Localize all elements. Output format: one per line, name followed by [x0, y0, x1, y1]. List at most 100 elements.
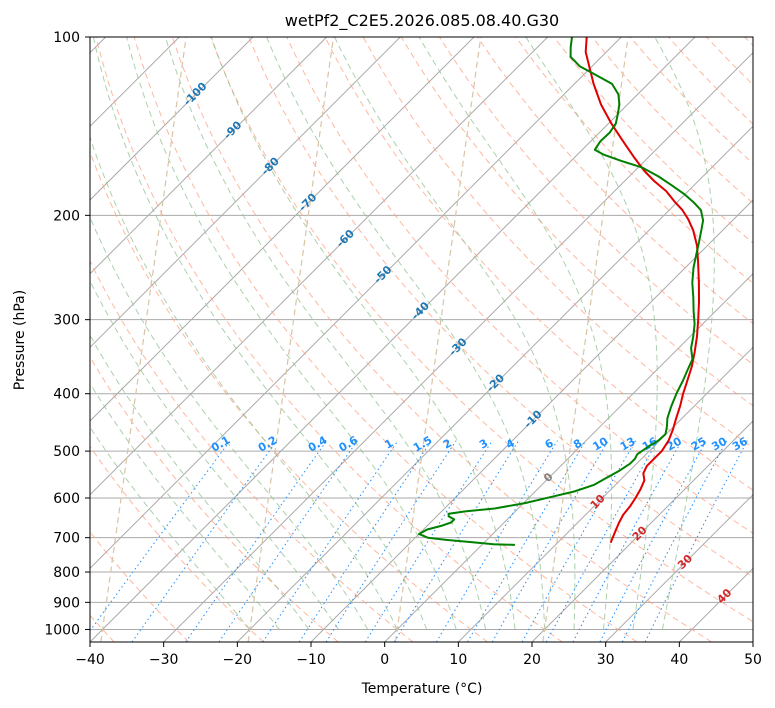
- moist-adiabat-line: [92, 37, 428, 630]
- dry-adiabat-line: [210, 37, 753, 623]
- mixing-ratio-label: 6: [543, 436, 556, 451]
- mixing-ratio-line: [491, 440, 609, 642]
- isotherm-line: [457, 346, 753, 642]
- dry-adiabat-line: [171, 37, 712, 642]
- moist-adiabat-line: [164, 37, 487, 630]
- moist-adiabat-line: [210, 37, 516, 630]
- mixing-ratio-line: [185, 440, 328, 642]
- x-tick-label: −30: [149, 652, 179, 668]
- moist-adiabat-line: [90, 382, 280, 630]
- background-lines: [90, 37, 753, 642]
- mixing-ratio-line: [467, 440, 587, 642]
- moist-adiabat-line: [90, 426, 251, 630]
- y-tick-label: 700: [53, 531, 80, 547]
- x-tick-label: −20: [223, 652, 253, 668]
- isotherm-line: [90, 37, 328, 275]
- isotherm-line: [605, 493, 753, 642]
- dry-adiabat-line: [515, 37, 753, 284]
- mixing-ratio-line: [393, 440, 520, 642]
- y-tick-label: 200: [53, 208, 80, 224]
- isotherm-line: [163, 51, 753, 642]
- mixing-ratio-line: [298, 440, 432, 642]
- x-tick-label: 20: [523, 652, 541, 668]
- moist-adiabat-line: [654, 37, 715, 630]
- dry-adiabat-line: [286, 37, 753, 534]
- dry-adiabat-line: [95, 37, 563, 642]
- x-axis-label: Temperature (°C): [361, 681, 483, 697]
- mixing-ratio-line: [545, 440, 659, 642]
- isotherm-line: [531, 420, 753, 642]
- background-labels: 0.1 0.2 0.4 0.6 1 1.5 2 3 4 6 8 10 13 16 20 25 30 36-100-…: [181, 79, 750, 606]
- mixing-ratio-line: [262, 440, 399, 642]
- y-tick-label: 900: [53, 595, 80, 611]
- dry-adiabat-line: [90, 356, 339, 642]
- dry-adiabat-line: [90, 445, 264, 642]
- dry-adiabat-line: [90, 259, 414, 642]
- isotherm-line: [752, 641, 753, 642]
- mixing-ratio-label: 4: [504, 436, 517, 451]
- y-tick-label: 1000: [44, 622, 80, 638]
- mixing-ratio-line: [325, 440, 457, 642]
- dry-adiabat-line: [248, 37, 753, 578]
- y-axis: 100 200 300 400 500 600 700 800 900 1000: [44, 30, 90, 638]
- curved-isotherm-line: [542, 37, 629, 642]
- curved-isotherm-line: [394, 37, 482, 642]
- dry-adiabat-line: [591, 37, 753, 204]
- x-tick-label: 0: [380, 652, 389, 668]
- moist-adiabat-line: [126, 37, 457, 630]
- moist-adiabat-line: [90, 215, 369, 630]
- dry-adiabat-line: [668, 37, 753, 125]
- x-tick-label: 40: [670, 652, 688, 668]
- moist-adiabat-line: [90, 334, 310, 630]
- isotherm-line: [90, 37, 401, 349]
- isotherm-line: [384, 272, 753, 642]
- x-tick-label: −40: [75, 652, 105, 668]
- dry-adiabat-line: [324, 37, 753, 491]
- y-tick-label: 500: [53, 444, 80, 460]
- moist-adiabat-line: [525, 37, 658, 630]
- moist-adiabat-line: [334, 37, 576, 630]
- dry-adiabat-line: [90, 531, 190, 642]
- dry-adiabat-line: [133, 37, 638, 642]
- y-tick-label: 300: [53, 313, 80, 329]
- dry-adiabat-line: [744, 37, 753, 47]
- x-tick-label: 30: [597, 652, 615, 668]
- y-axis-label: Pressure (hPa): [12, 290, 28, 390]
- y-tick-label: 100: [53, 30, 80, 46]
- mixing-ratio-line: [90, 440, 231, 632]
- mixing-ratio-label: 3: [477, 437, 490, 452]
- mixing-ratio-line: [521, 440, 637, 642]
- mixing-ratio-line: [644, 440, 748, 642]
- y-tick-label: 400: [53, 387, 80, 403]
- dry-adiabat-line: [706, 37, 753, 86]
- mixing-ratio-label: 2: [441, 437, 454, 452]
- mixing-ratio-line: [218, 440, 358, 642]
- curved-isotherm-line: [247, 37, 335, 642]
- mixing-ratio-line: [364, 440, 493, 642]
- x-tick-label: −10: [296, 652, 326, 668]
- x-axis: −40 −30 −20 −10 0 10 20 30 40 50: [75, 642, 762, 668]
- moist-adiabat-line: [90, 135, 398, 630]
- mixing-ratio-line: [131, 440, 278, 642]
- moist-adiabat-line: [266, 37, 546, 630]
- isotherm-line: [90, 37, 622, 570]
- temperature-line: [584, 37, 700, 544]
- dry-adiabat-line: [477, 37, 753, 325]
- curved-isotherm-line: [100, 37, 187, 642]
- dewpoint-line: [418, 37, 705, 546]
- moist-adiabat-line: [90, 279, 339, 630]
- mixing-ratio-line: [435, 440, 558, 642]
- x-tick-label: 10: [449, 652, 467, 668]
- dry-adiabat-line: [553, 37, 753, 244]
- isotherm-line: [90, 37, 549, 496]
- y-tick-label: 600: [53, 491, 80, 507]
- isotherm-line: [310, 199, 753, 642]
- isotherm-line: [90, 37, 696, 642]
- isotherm-line: [90, 37, 475, 422]
- profile-series: [418, 37, 705, 546]
- chart-title: wetPf2_C2E5.2026.085.08.40.G30: [285, 11, 559, 31]
- plot-frame: [89, 36, 754, 643]
- y-tick-label: 800: [53, 565, 80, 581]
- isotherm-line: [236, 125, 753, 642]
